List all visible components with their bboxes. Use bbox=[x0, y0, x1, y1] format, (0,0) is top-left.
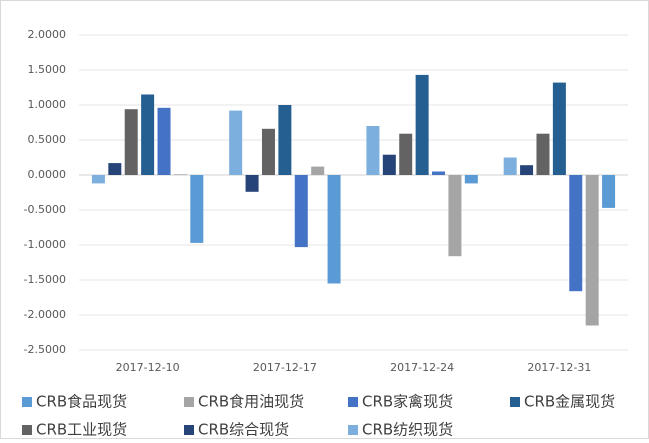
x-tick-label: 2017-12-17 bbox=[253, 361, 317, 374]
legend-swatch bbox=[184, 397, 194, 407]
bar bbox=[552, 82, 566, 175]
bar bbox=[399, 133, 413, 175]
legend-swatch bbox=[348, 425, 358, 435]
legend-label: CRB工业现货 bbox=[36, 421, 127, 439]
bar bbox=[415, 74, 429, 175]
bar bbox=[294, 175, 308, 248]
x-tick-label: 2017-12-31 bbox=[527, 361, 591, 374]
bar bbox=[503, 157, 517, 175]
y-tick-label: -2.5000 bbox=[24, 343, 66, 356]
bar bbox=[448, 175, 462, 257]
legend-label: CRB金属现货 bbox=[524, 393, 615, 411]
bar bbox=[432, 171, 446, 175]
bar bbox=[366, 126, 380, 175]
bar bbox=[382, 154, 396, 175]
bar bbox=[278, 105, 292, 175]
bar bbox=[536, 133, 550, 175]
y-tick-label: -1.0000 bbox=[24, 238, 66, 251]
y-tick-label: -0.5000 bbox=[24, 203, 66, 216]
y-tick-label: -2.0000 bbox=[24, 308, 66, 321]
bar bbox=[327, 175, 341, 284]
legend-label: CRB食品现货 bbox=[36, 393, 127, 411]
bar bbox=[261, 128, 275, 175]
bar bbox=[602, 175, 616, 208]
bar bbox=[108, 163, 122, 175]
legend-swatch bbox=[22, 425, 32, 435]
bar bbox=[520, 165, 534, 175]
bar bbox=[585, 175, 599, 326]
legend-swatch bbox=[348, 397, 358, 407]
legend-swatch bbox=[22, 397, 32, 407]
legend-swatch bbox=[510, 397, 520, 407]
bar bbox=[245, 175, 259, 192]
bar bbox=[569, 175, 583, 292]
bar bbox=[141, 94, 155, 175]
legend-swatch bbox=[184, 425, 194, 435]
y-tick-label: 0.0000 bbox=[28, 168, 67, 181]
y-tick-label: -1.5000 bbox=[24, 273, 66, 286]
y-tick-label: 1.0000 bbox=[28, 98, 67, 111]
legend-label: CRB家禽现货 bbox=[362, 393, 453, 411]
bar bbox=[157, 107, 171, 175]
x-tick-label: 2017-12-24 bbox=[390, 361, 454, 374]
bar bbox=[173, 174, 187, 175]
bar bbox=[311, 166, 325, 175]
y-tick-label: 2.0000 bbox=[28, 28, 67, 41]
legend-label: CRB综合现货 bbox=[198, 421, 289, 439]
x-tick-label: 2017-12-10 bbox=[116, 361, 180, 374]
bar bbox=[464, 175, 478, 184]
y-tick-label: 0.5000 bbox=[28, 133, 67, 146]
legend-label: CRB纺织现货 bbox=[362, 421, 453, 439]
bar bbox=[229, 110, 243, 175]
bar bbox=[190, 175, 204, 243]
bar bbox=[91, 175, 105, 184]
y-tick-label: 1.5000 bbox=[28, 63, 67, 76]
bar bbox=[124, 109, 138, 175]
legend-label: CRB食用油现货 bbox=[198, 393, 304, 411]
